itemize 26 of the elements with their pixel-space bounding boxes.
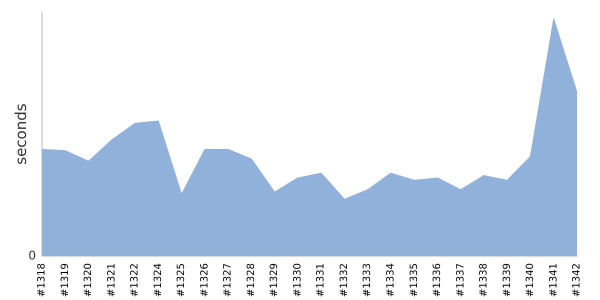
y-axis-title: seconds bbox=[12, 103, 30, 165]
x-tick-label: #1333 bbox=[362, 263, 374, 297]
x-tick-label: #1321 bbox=[106, 263, 118, 297]
x-tick-label: #1339 bbox=[502, 263, 513, 297]
x-tick-label: #1329 bbox=[269, 263, 280, 297]
x-tick-label: #1335 bbox=[408, 263, 420, 297]
x-tick-label: #1326 bbox=[199, 263, 210, 297]
x-tick-label: #1338 bbox=[478, 263, 490, 297]
text: 0 bbox=[28, 248, 36, 262]
x-tick-label: #1325 bbox=[176, 263, 188, 297]
x-tick-label: #1330 bbox=[292, 263, 304, 297]
x-tick-label: #1334 bbox=[386, 263, 397, 297]
x-tick-label: #1336 bbox=[432, 263, 444, 297]
x-tick-label: #1324 bbox=[152, 263, 164, 297]
x-tick-label: #1327 bbox=[222, 263, 234, 297]
x-tick-label: #1337 bbox=[455, 263, 466, 297]
x-tick-label: #1331 bbox=[316, 263, 327, 297]
x-tick-label: #1341 bbox=[548, 263, 560, 297]
x-tick-label: #1319 bbox=[60, 263, 71, 297]
x-tick-label: #1340 bbox=[525, 263, 536, 297]
x-tick-label: #1320 bbox=[83, 263, 94, 297]
x-tick-label: #1322 bbox=[130, 263, 141, 297]
x-tick-label: #1342 bbox=[572, 263, 583, 297]
x-tick-label: #1328 bbox=[246, 263, 257, 297]
x-tick-label: #1318 bbox=[36, 263, 48, 297]
x-tick-label: #1332 bbox=[338, 263, 350, 297]
